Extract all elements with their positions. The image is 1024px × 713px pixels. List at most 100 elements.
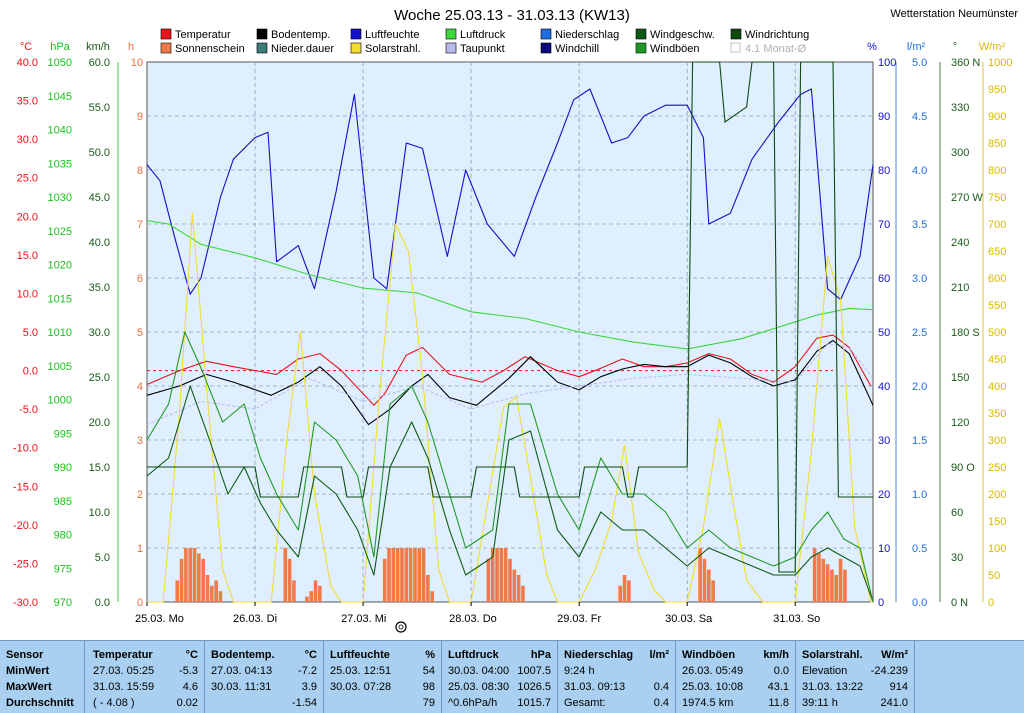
sunshine-bar bbox=[309, 591, 314, 602]
tick-label: 995 bbox=[54, 428, 72, 440]
tick-label: 1045 bbox=[48, 91, 72, 103]
tick-label: 20.0 bbox=[17, 211, 38, 223]
tick-label: 35.0 bbox=[17, 96, 38, 108]
sunshine-bar bbox=[184, 548, 188, 602]
tick-label: 90 O bbox=[951, 462, 975, 474]
sunshine-bar bbox=[486, 558, 491, 602]
series-line-luftdruck bbox=[146, 220, 874, 350]
legend-label: Taupunkt bbox=[460, 43, 505, 55]
sunshine-bar bbox=[825, 564, 830, 602]
sunshine-bar bbox=[618, 585, 622, 602]
legend-label: Bodentemp. bbox=[271, 29, 330, 41]
sunshine-bar bbox=[421, 548, 426, 602]
tick-label: 120 bbox=[951, 417, 969, 429]
legend-label: Nieder.dauer bbox=[271, 43, 334, 55]
tick-label: 1030 bbox=[48, 192, 72, 204]
wind-min-value: 0.0 bbox=[773, 665, 789, 677]
sunshine-bar bbox=[283, 548, 288, 602]
series-line-bodentemp bbox=[146, 339, 874, 426]
sunshine-bar bbox=[188, 548, 193, 602]
press-axis: 1050 1045 1040 1035 1030 1025 1020 1015 1010 1005… bbox=[48, 41, 72, 609]
temp-header: Temperatur bbox=[93, 649, 153, 661]
solar-unit: W/m² bbox=[881, 649, 908, 661]
legend-swatch bbox=[350, 28, 362, 40]
legend-swatch bbox=[445, 28, 457, 40]
sunshine-bar bbox=[287, 558, 292, 602]
tick-label: 4 bbox=[137, 381, 143, 393]
series-line-luftfeuchte bbox=[146, 88, 874, 301]
sunshine-bar bbox=[214, 580, 218, 602]
temp-avg-value: 0.02 bbox=[176, 697, 198, 709]
tick-label: 10 bbox=[131, 57, 143, 69]
tick-label: 5.0 bbox=[912, 57, 927, 69]
row-min-label: MinWert bbox=[6, 665, 50, 677]
legend-item: Windböen bbox=[635, 42, 700, 55]
legend-label: Windböen bbox=[650, 43, 700, 55]
tick-label: 50 bbox=[988, 570, 1000, 582]
sunshine-bar bbox=[387, 548, 391, 602]
feuchte-min-value: 54 bbox=[422, 665, 435, 677]
tick-label: 3.0 bbox=[912, 273, 927, 285]
tick-label: 60 bbox=[951, 507, 963, 519]
tick-label: 25.0 bbox=[17, 173, 38, 185]
boden-unit: °C bbox=[304, 649, 317, 661]
x-tick-label: 31.03. So bbox=[773, 613, 820, 625]
axis-unit: ° bbox=[953, 41, 957, 53]
sunshine-bar bbox=[205, 575, 210, 602]
wind-min-time: 26.03. 05:49 bbox=[682, 665, 744, 677]
series-lines bbox=[146, 61, 874, 603]
tick-label: 970 bbox=[54, 597, 72, 609]
nieder-unit: l/m² bbox=[649, 649, 669, 661]
tick-label: 0 bbox=[988, 597, 994, 609]
tick-label: 100 bbox=[878, 57, 896, 69]
sunshine-bar bbox=[812, 548, 817, 602]
tick-label: 55.0 bbox=[89, 102, 110, 114]
sunshine-bars bbox=[175, 548, 847, 602]
legend-label: Windchill bbox=[555, 43, 599, 55]
tick-label: 180 S bbox=[951, 327, 980, 339]
tick-label: 15.0 bbox=[17, 250, 38, 262]
boden-min-time: 27.03. 04:13 bbox=[211, 665, 273, 677]
tick-label: -25.0 bbox=[13, 558, 38, 570]
tick-label: 0 N bbox=[951, 597, 968, 609]
tick-label: 2.0 bbox=[912, 381, 927, 393]
tick-label: 10.0 bbox=[17, 288, 38, 300]
tick-label: 950 bbox=[988, 84, 1006, 96]
sunshine-bar bbox=[318, 585, 322, 602]
feuchte-avg-value: 79 bbox=[422, 697, 435, 709]
sunshine-bar bbox=[817, 553, 821, 602]
tick-label: 250 bbox=[988, 462, 1006, 474]
sunshine-bar bbox=[495, 548, 499, 602]
tick-label: 4.5 bbox=[912, 111, 927, 123]
tick-label: 40.0 bbox=[17, 57, 38, 69]
tick-label: 60.0 bbox=[89, 57, 110, 69]
tick-label: 300 bbox=[951, 147, 969, 159]
tick-label: 40 bbox=[878, 381, 890, 393]
series-line-windgeschw bbox=[146, 385, 874, 603]
tick-label: 45.0 bbox=[89, 192, 110, 204]
sunshine-bar bbox=[210, 585, 214, 602]
tick-label: 5 bbox=[137, 327, 143, 339]
tick-label: 30.0 bbox=[89, 327, 110, 339]
tick-label: 150 bbox=[951, 372, 969, 384]
tick-label: 2 bbox=[137, 489, 143, 501]
tick-label: 1050 bbox=[48, 57, 72, 69]
tick-label: 2.5 bbox=[912, 327, 927, 339]
druck-min-value: 1007.5 bbox=[517, 665, 551, 677]
druck-trend: ^0.6hPa/h bbox=[448, 697, 498, 709]
tick-label: 700 bbox=[988, 219, 1006, 231]
tick-label: -30.0 bbox=[13, 597, 38, 609]
tick-label: 1025 bbox=[48, 226, 72, 238]
legend-swatch bbox=[160, 28, 172, 40]
sunshine-bar bbox=[197, 553, 201, 602]
solar-elevation-label: Elevation bbox=[802, 665, 848, 677]
tick-label: 980 bbox=[54, 530, 72, 542]
legend: Temperatur Sonnenschein Bodentemp. Nieder.d… bbox=[160, 28, 809, 55]
temp-axis: 40.0 35.0 30.0 25.0 20.0 15.0 10.0 5.0 0.0 -5.0 -1… bbox=[13, 41, 38, 609]
tick-label: 0.0 bbox=[912, 597, 927, 609]
scroll-handle-icon[interactable] bbox=[395, 621, 407, 633]
tick-label: 1020 bbox=[48, 260, 72, 272]
sunshine-bar bbox=[702, 558, 707, 602]
tick-label: 300 bbox=[988, 435, 1006, 447]
sunshine-bar bbox=[313, 580, 318, 602]
